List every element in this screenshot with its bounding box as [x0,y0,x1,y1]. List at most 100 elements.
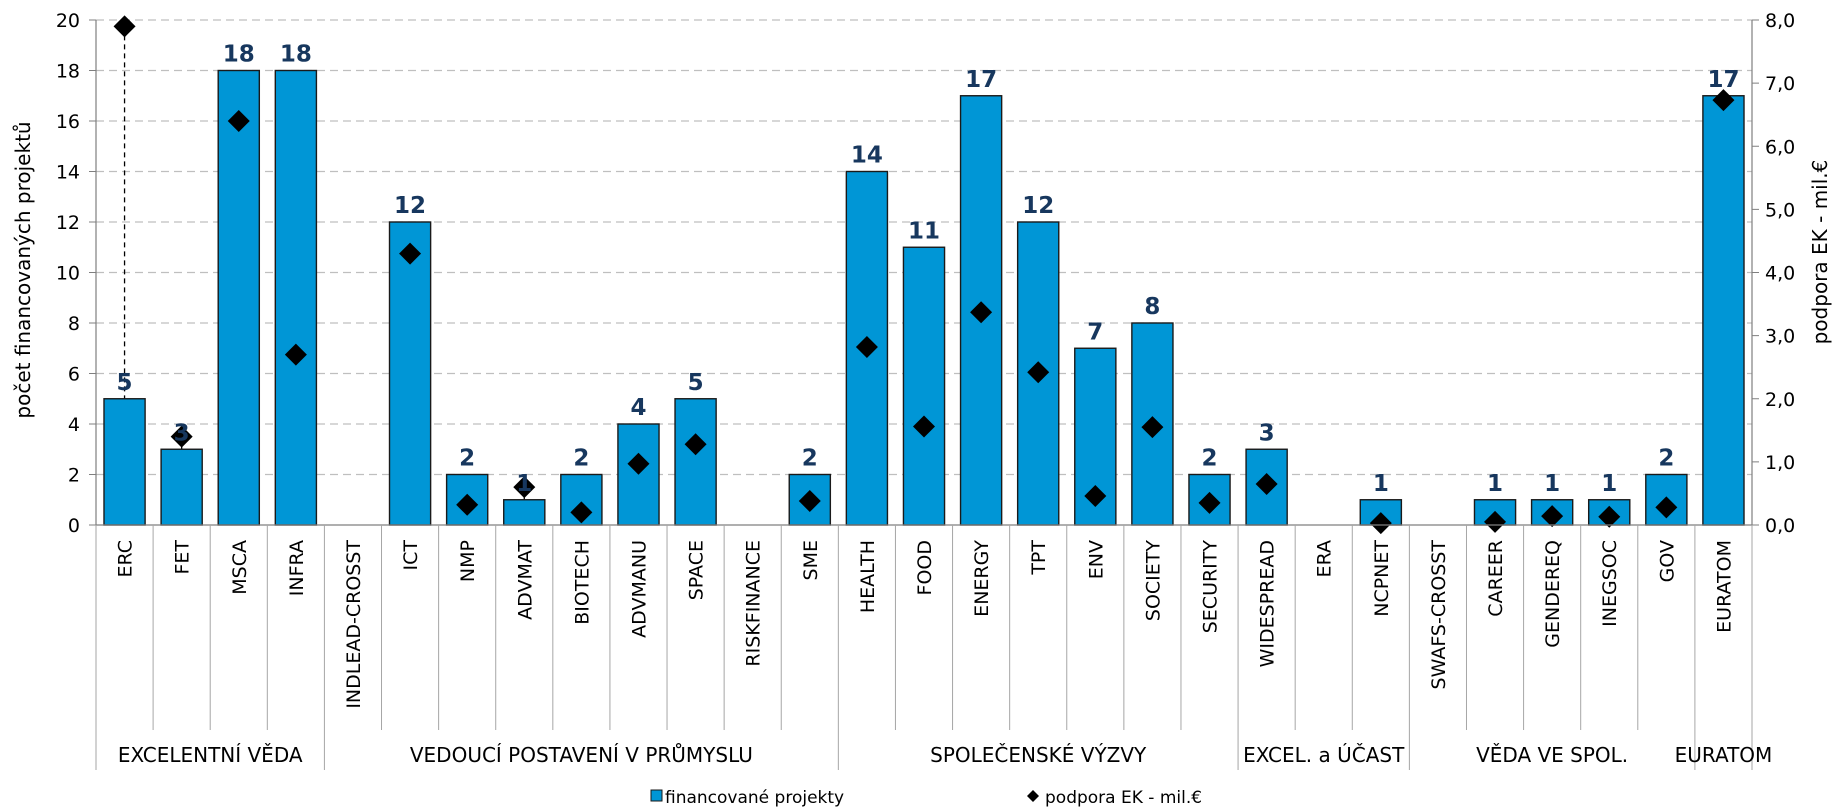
support-markers [113,15,1735,535]
legend-marker-swatch [1027,790,1039,802]
category-labels: ERC FET MSCA INFRA INDLEAD-CROSST ICT NMP ADVMA… [115,540,1736,709]
support-marker [913,415,935,438]
category-label: INEGSOC [1599,540,1621,627]
category-label: SME [800,540,822,580]
bar [1702,95,1745,526]
support-marker [1541,505,1564,528]
bar [503,499,546,526]
y2-tick-label: 3,0 [1765,326,1795,348]
legend: financované projekty podpora EK - mil.€ [650,788,1202,808]
bar-data-label: 12 [1022,193,1054,219]
support-marker [970,301,993,324]
category-label: ADVMAT [514,540,536,620]
y-tick-label: 16 [56,111,80,133]
y2-tick-label: 7,0 [1765,73,1795,95]
category-label: ERA [1314,540,1336,577]
support-marker [513,476,536,499]
support-marker [684,433,707,456]
category-label: ENV [1085,540,1107,579]
group-label: EURATOM [1675,743,1773,767]
support-marker [798,490,821,513]
y-tick-label: 14 [56,162,80,184]
category-label: TPT [1028,540,1050,576]
category-label: ICT [400,540,422,571]
category-label: BIOTECH [571,540,593,625]
bar [217,69,261,526]
category-label: FET [172,540,194,575]
y2-tick-label: 1,0 [1765,452,1795,474]
bar [902,246,946,526]
support-marker [1255,472,1278,495]
support-marker [1712,89,1735,112]
category-label: NCPNET [1371,540,1393,617]
support-marker [456,493,479,516]
y2-tick-label: 6,0 [1765,136,1795,158]
y-tick-label: 0 [68,515,80,537]
support-marker [1369,512,1392,535]
bar-data-label: 5 [688,370,704,396]
legend-bar-label: financované projekty [665,788,844,808]
bar-data-label: 1 [1373,471,1389,497]
bar-data-label: 5 [117,370,133,396]
support-marker [1141,416,1164,439]
category-label: RISKFINANCE [743,540,765,667]
group-label: VEDOUCÍ POSTAVENÍ V PRŮMYSLU [410,743,753,767]
bar-data-label: 1 [1601,471,1617,497]
y2-tick-label: 4,0 [1765,263,1795,285]
support-marker [113,15,136,38]
bar-data-label: 7 [1087,319,1103,345]
category-label: WIDESPREAD [1257,540,1279,667]
bar-data-label: 1 [516,471,532,497]
group-label: EXCEL. a ÚČAST [1243,743,1405,767]
bar-data-label: 17 [1707,67,1739,93]
support-marker [1198,491,1221,514]
bar [160,448,203,526]
y2-tick-label: 2,0 [1765,389,1795,411]
category-label: NMP [457,540,479,582]
category-label: HEALTH [857,540,879,613]
y-tick-label: 18 [56,61,80,83]
bar [674,398,717,526]
gridlines [96,19,1752,476]
y-tick-label: 4 [68,414,80,436]
category-label: ERC [115,540,137,578]
category-label: SPACE [686,540,708,600]
y-tick-label: 6 [68,364,80,386]
bar [388,221,432,526]
bar-data-label: 11 [908,218,940,244]
bar-data-label: 2 [1658,446,1674,472]
support-marker [1084,484,1107,507]
legend-marker-label: podpora EK - mil.€ [1045,788,1202,808]
bar-data-label: 4 [630,395,646,421]
bar [103,398,146,526]
bar-data-label: 2 [573,446,589,472]
category-label: ENERGY [971,540,993,617]
y-tick-label: 10 [56,263,80,285]
support-marker [1598,505,1621,528]
support-marker [1655,496,1678,519]
support-marker [170,425,193,448]
bar-data-label: 8 [1144,294,1160,320]
group-label: VĚDA VE SPOL. [1476,743,1628,767]
support-marker [855,335,878,358]
category-label: SWAFS-CROSST [1428,540,1450,690]
category-label: INDLEAD-CROSST [343,540,365,709]
y2-tick-label: 5,0 [1765,199,1795,221]
category-label: ADVMANU [628,540,650,638]
bar-data-label: 17 [965,67,997,93]
support-marker [1027,361,1050,384]
axes: 024681012141618200,01,02,03,04,05,06,07,… [56,10,1795,770]
group-label: SPOLEČENSKÉ VÝZVY [930,743,1147,767]
y-tick-label: 20 [56,10,80,32]
category-label: EURATOM [1713,540,1735,633]
category-label: GOV [1656,540,1678,582]
y-axis-title: počet financovaných projektů [11,121,35,418]
category-label: INFRA [286,540,308,596]
support-marker [570,501,593,524]
legend-bar-swatch [650,789,663,802]
bars [103,69,1745,526]
category-label: FOOD [914,540,936,595]
